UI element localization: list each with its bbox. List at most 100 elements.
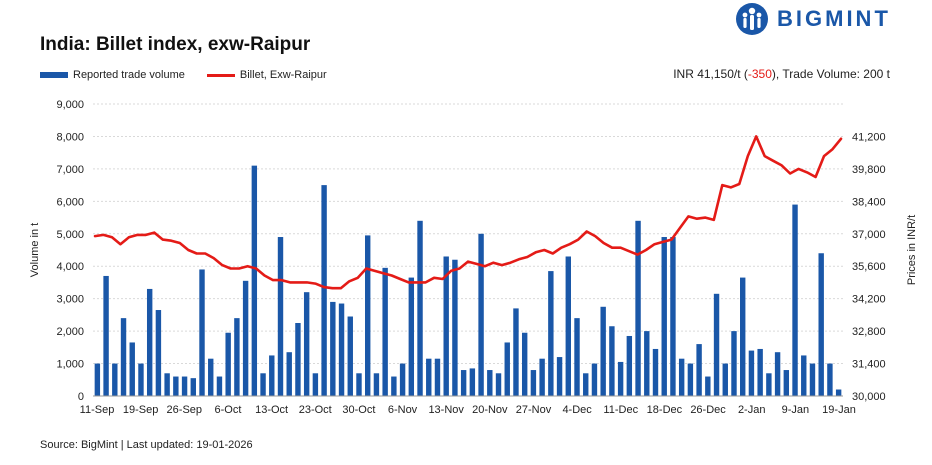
volume-bar [382, 267, 388, 396]
volume-bar [216, 376, 223, 396]
y-left-tick-label: 9,000 [56, 99, 84, 111]
volume-bar [356, 373, 362, 396]
volume-bar [731, 331, 737, 396]
volume-bar [434, 358, 441, 396]
y-right-tick-label: 35,600 [852, 261, 886, 273]
summary-prefix: INR 41,150/t ( [673, 67, 748, 81]
volume-bar [600, 306, 606, 396]
volume-bar [818, 253, 824, 396]
summary-suffix: ), Trade Volume: 200 t [771, 67, 890, 81]
volume-bar [251, 165, 258, 396]
volume-bar [190, 378, 196, 396]
y-left-tick-label: 0 [78, 391, 84, 403]
volume-bar [740, 277, 746, 396]
volume-bar [687, 363, 694, 396]
x-tick-label: 4-Dec [562, 404, 592, 416]
y-right-axis-title: Prices in INR/t [906, 215, 918, 285]
volume-bar [583, 373, 589, 396]
source-note: Source: BigMint | Last updated: 19-01-20… [40, 439, 253, 451]
chart-legend: Reported trade volume Billet, Exw-Raipur [40, 69, 327, 81]
x-tick-label: 18-Dec [647, 404, 683, 416]
volume-bar [809, 363, 816, 396]
volume-bar [661, 237, 667, 396]
x-tick-label: 26-Dec [690, 404, 726, 416]
x-tick-label: 2-Jan [738, 404, 766, 416]
y-left-axis-title: Volume in t [29, 223, 41, 277]
volume-bar [556, 357, 563, 396]
volume-bar [774, 352, 781, 396]
volume-bar [347, 316, 353, 396]
volume-bar [705, 376, 711, 396]
volume-bar [766, 373, 772, 396]
volume-bar [713, 293, 720, 396]
volume-bar [138, 363, 144, 396]
volume-bar [303, 292, 310, 396]
volume-bar [469, 368, 476, 396]
x-tick-label: 30-Oct [342, 404, 375, 416]
volume-bar [783, 370, 790, 396]
x-tick-label: 6-Nov [388, 404, 418, 416]
volume-bar [670, 237, 676, 396]
volume-bar [696, 344, 702, 396]
x-tick-label: 13-Nov [428, 404, 464, 416]
volume-bar [609, 326, 615, 396]
volume-bar [269, 355, 275, 396]
volume-bar [530, 370, 537, 396]
x-tick-label: 11-Sep [80, 404, 115, 416]
volume-bar [94, 363, 101, 396]
x-tick-label: 6-Oct [214, 404, 241, 416]
volume-bar [260, 373, 266, 396]
y-left-tick-label: 5,000 [56, 229, 84, 241]
volume-bar [286, 352, 292, 396]
volume-bar [617, 361, 624, 396]
volume-bar [234, 318, 240, 396]
volume-bar [330, 301, 336, 396]
brand-logo: BIGMINT [735, 2, 891, 36]
volume-bar [460, 370, 467, 396]
volume-bar [295, 323, 301, 396]
chart-title: India: Billet index, exw-Raipur [40, 34, 311, 55]
bigmint-logo-icon [736, 3, 768, 35]
volume-bar [338, 303, 345, 396]
legend-line-swatch [206, 73, 235, 77]
y-right-tick-label: 39,800 [852, 164, 886, 176]
x-tick-label: 23-Oct [299, 404, 332, 416]
volume-bar [155, 310, 162, 396]
legend-bar-label: Reported trade volume [73, 69, 185, 81]
y-right-tick-label: 31,400 [852, 359, 886, 371]
y-left-tick-label: 2,000 [56, 326, 84, 338]
volume-bar [792, 204, 798, 396]
y-left-tick-label: 8,000 [56, 131, 84, 143]
price-line [93, 135, 843, 290]
volume-bar [242, 280, 249, 396]
x-tick-label: 19-Sep [123, 404, 158, 416]
volume-bar [277, 237, 284, 396]
x-tick-label: 9-Jan [782, 404, 810, 416]
volume-bar [129, 342, 135, 396]
volume-bar [678, 358, 685, 396]
volume-bar [574, 318, 580, 396]
volume-bar [626, 335, 633, 396]
volume-bar [408, 277, 415, 396]
volume-bar [565, 256, 571, 396]
x-tick-label: 13-Oct [255, 404, 288, 416]
legend-bar-swatch [40, 72, 68, 78]
volume-bar [513, 308, 519, 396]
volume-bar [417, 220, 423, 396]
volume-bar [391, 376, 397, 396]
y-right-tick-label: 30,000 [852, 391, 886, 403]
x-tick-label: 26-Sep [167, 404, 202, 416]
y-left-tick-label: 4,000 [56, 261, 84, 273]
volume-bar [103, 275, 109, 396]
volume-bar [835, 389, 842, 396]
y-left-tick-label: 1,000 [56, 359, 84, 371]
y-right-tick-label: 37,000 [852, 229, 886, 241]
volume-bar [644, 331, 650, 396]
volume-bar [443, 256, 449, 396]
x-tick-label: 20-Nov [472, 404, 508, 416]
volume-bar [312, 373, 319, 396]
summary-change: -350 [747, 67, 772, 81]
volume-bar [591, 363, 598, 396]
